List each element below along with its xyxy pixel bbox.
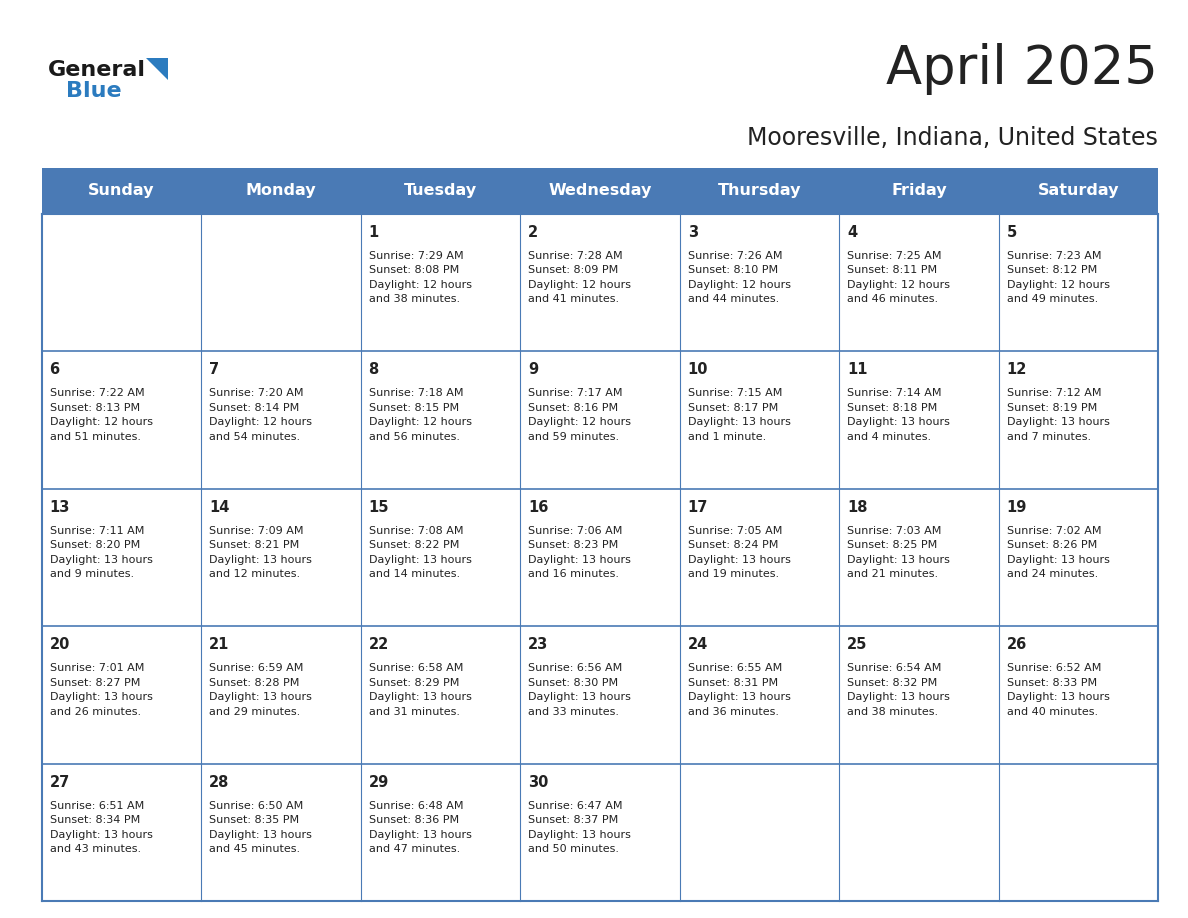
Text: Sunrise: 7:17 AM
Sunset: 8:16 PM
Daylight: 12 hours
and 59 minutes.: Sunrise: 7:17 AM Sunset: 8:16 PM Dayligh… xyxy=(529,388,631,442)
Text: Saturday: Saturday xyxy=(1038,184,1119,198)
Text: 14: 14 xyxy=(209,499,229,515)
Text: Thursday: Thursday xyxy=(718,184,801,198)
Text: Sunrise: 7:03 AM
Sunset: 8:25 PM
Daylight: 13 hours
and 21 minutes.: Sunrise: 7:03 AM Sunset: 8:25 PM Dayligh… xyxy=(847,526,950,579)
Text: 3: 3 xyxy=(688,225,697,240)
Text: Wednesday: Wednesday xyxy=(548,184,652,198)
Text: Sunrise: 6:55 AM
Sunset: 8:31 PM
Daylight: 13 hours
and 36 minutes.: Sunrise: 6:55 AM Sunset: 8:31 PM Dayligh… xyxy=(688,664,790,717)
Text: 18: 18 xyxy=(847,499,867,515)
Text: 15: 15 xyxy=(368,499,390,515)
Text: 1: 1 xyxy=(368,225,379,240)
Text: 29: 29 xyxy=(368,775,388,789)
Polygon shape xyxy=(145,58,168,80)
Text: Friday: Friday xyxy=(891,184,947,198)
Text: Sunrise: 7:23 AM
Sunset: 8:12 PM
Daylight: 12 hours
and 49 minutes.: Sunrise: 7:23 AM Sunset: 8:12 PM Dayligh… xyxy=(1006,251,1110,304)
Text: Sunrise: 7:12 AM
Sunset: 8:19 PM
Daylight: 13 hours
and 7 minutes.: Sunrise: 7:12 AM Sunset: 8:19 PM Dayligh… xyxy=(1006,388,1110,442)
Text: Sunrise: 6:58 AM
Sunset: 8:29 PM
Daylight: 13 hours
and 31 minutes.: Sunrise: 6:58 AM Sunset: 8:29 PM Dayligh… xyxy=(368,664,472,717)
Bar xyxy=(42,168,1158,214)
Text: Sunrise: 7:22 AM
Sunset: 8:13 PM
Daylight: 12 hours
and 51 minutes.: Sunrise: 7:22 AM Sunset: 8:13 PM Dayligh… xyxy=(50,388,152,442)
Text: Tuesday: Tuesday xyxy=(404,184,476,198)
Text: Sunrise: 6:47 AM
Sunset: 8:37 PM
Daylight: 13 hours
and 50 minutes.: Sunrise: 6:47 AM Sunset: 8:37 PM Dayligh… xyxy=(529,801,631,855)
Text: 16: 16 xyxy=(529,499,549,515)
Text: 24: 24 xyxy=(688,637,708,653)
Text: 9: 9 xyxy=(529,363,538,377)
Text: Sunday: Sunday xyxy=(88,184,154,198)
Text: 19: 19 xyxy=(1006,499,1028,515)
Text: Blue: Blue xyxy=(65,81,121,101)
Text: 21: 21 xyxy=(209,637,229,653)
Text: Sunrise: 7:09 AM
Sunset: 8:21 PM
Daylight: 13 hours
and 12 minutes.: Sunrise: 7:09 AM Sunset: 8:21 PM Dayligh… xyxy=(209,526,312,579)
Text: 2: 2 xyxy=(529,225,538,240)
Text: 8: 8 xyxy=(368,363,379,377)
Text: Sunrise: 6:56 AM
Sunset: 8:30 PM
Daylight: 13 hours
and 33 minutes.: Sunrise: 6:56 AM Sunset: 8:30 PM Dayligh… xyxy=(529,664,631,717)
Text: 13: 13 xyxy=(50,499,70,515)
Text: 25: 25 xyxy=(847,637,867,653)
Text: 20: 20 xyxy=(50,637,70,653)
Text: Sunrise: 7:28 AM
Sunset: 8:09 PM
Daylight: 12 hours
and 41 minutes.: Sunrise: 7:28 AM Sunset: 8:09 PM Dayligh… xyxy=(529,251,631,304)
Text: 23: 23 xyxy=(529,637,549,653)
Text: Sunrise: 7:11 AM
Sunset: 8:20 PM
Daylight: 13 hours
and 9 minutes.: Sunrise: 7:11 AM Sunset: 8:20 PM Dayligh… xyxy=(50,526,152,579)
Text: 22: 22 xyxy=(368,637,388,653)
Text: Sunrise: 6:48 AM
Sunset: 8:36 PM
Daylight: 13 hours
and 47 minutes.: Sunrise: 6:48 AM Sunset: 8:36 PM Dayligh… xyxy=(368,801,472,855)
Text: Sunrise: 6:50 AM
Sunset: 8:35 PM
Daylight: 13 hours
and 45 minutes.: Sunrise: 6:50 AM Sunset: 8:35 PM Dayligh… xyxy=(209,801,312,855)
Text: Sunrise: 7:14 AM
Sunset: 8:18 PM
Daylight: 13 hours
and 4 minutes.: Sunrise: 7:14 AM Sunset: 8:18 PM Dayligh… xyxy=(847,388,950,442)
Text: 30: 30 xyxy=(529,775,549,789)
Text: Sunrise: 6:59 AM
Sunset: 8:28 PM
Daylight: 13 hours
and 29 minutes.: Sunrise: 6:59 AM Sunset: 8:28 PM Dayligh… xyxy=(209,664,312,717)
Text: Sunrise: 6:51 AM
Sunset: 8:34 PM
Daylight: 13 hours
and 43 minutes.: Sunrise: 6:51 AM Sunset: 8:34 PM Dayligh… xyxy=(50,801,152,855)
Text: Sunrise: 7:02 AM
Sunset: 8:26 PM
Daylight: 13 hours
and 24 minutes.: Sunrise: 7:02 AM Sunset: 8:26 PM Dayligh… xyxy=(1006,526,1110,579)
Text: Sunrise: 7:26 AM
Sunset: 8:10 PM
Daylight: 12 hours
and 44 minutes.: Sunrise: 7:26 AM Sunset: 8:10 PM Dayligh… xyxy=(688,251,791,304)
Text: 12: 12 xyxy=(1006,363,1028,377)
Text: Sunrise: 7:01 AM
Sunset: 8:27 PM
Daylight: 13 hours
and 26 minutes.: Sunrise: 7:01 AM Sunset: 8:27 PM Dayligh… xyxy=(50,664,152,717)
Text: 6: 6 xyxy=(50,363,59,377)
Text: Mooresville, Indiana, United States: Mooresville, Indiana, United States xyxy=(747,126,1158,150)
Text: 17: 17 xyxy=(688,499,708,515)
Text: Sunrise: 7:18 AM
Sunset: 8:15 PM
Daylight: 12 hours
and 56 minutes.: Sunrise: 7:18 AM Sunset: 8:15 PM Dayligh… xyxy=(368,388,472,442)
Text: 10: 10 xyxy=(688,363,708,377)
Text: Sunrise: 7:06 AM
Sunset: 8:23 PM
Daylight: 13 hours
and 16 minutes.: Sunrise: 7:06 AM Sunset: 8:23 PM Dayligh… xyxy=(529,526,631,579)
Text: April 2025: April 2025 xyxy=(886,43,1158,95)
Text: 4: 4 xyxy=(847,225,858,240)
Text: Monday: Monday xyxy=(246,184,316,198)
Text: Sunrise: 7:25 AM
Sunset: 8:11 PM
Daylight: 12 hours
and 46 minutes.: Sunrise: 7:25 AM Sunset: 8:11 PM Dayligh… xyxy=(847,251,950,304)
Text: Sunrise: 7:15 AM
Sunset: 8:17 PM
Daylight: 13 hours
and 1 minute.: Sunrise: 7:15 AM Sunset: 8:17 PM Dayligh… xyxy=(688,388,790,442)
Text: 28: 28 xyxy=(209,775,229,789)
Text: Sunrise: 6:54 AM
Sunset: 8:32 PM
Daylight: 13 hours
and 38 minutes.: Sunrise: 6:54 AM Sunset: 8:32 PM Dayligh… xyxy=(847,664,950,717)
Text: Sunrise: 7:29 AM
Sunset: 8:08 PM
Daylight: 12 hours
and 38 minutes.: Sunrise: 7:29 AM Sunset: 8:08 PM Dayligh… xyxy=(368,251,472,304)
Text: General: General xyxy=(48,60,145,80)
Text: 26: 26 xyxy=(1006,637,1026,653)
Text: 5: 5 xyxy=(1006,225,1017,240)
Text: Sunrise: 7:20 AM
Sunset: 8:14 PM
Daylight: 12 hours
and 54 minutes.: Sunrise: 7:20 AM Sunset: 8:14 PM Dayligh… xyxy=(209,388,312,442)
Text: 27: 27 xyxy=(50,775,70,789)
Text: 11: 11 xyxy=(847,363,867,377)
Text: Sunrise: 6:52 AM
Sunset: 8:33 PM
Daylight: 13 hours
and 40 minutes.: Sunrise: 6:52 AM Sunset: 8:33 PM Dayligh… xyxy=(1006,664,1110,717)
Text: Sunrise: 7:05 AM
Sunset: 8:24 PM
Daylight: 13 hours
and 19 minutes.: Sunrise: 7:05 AM Sunset: 8:24 PM Dayligh… xyxy=(688,526,790,579)
Text: 7: 7 xyxy=(209,363,220,377)
Text: Sunrise: 7:08 AM
Sunset: 8:22 PM
Daylight: 13 hours
and 14 minutes.: Sunrise: 7:08 AM Sunset: 8:22 PM Dayligh… xyxy=(368,526,472,579)
